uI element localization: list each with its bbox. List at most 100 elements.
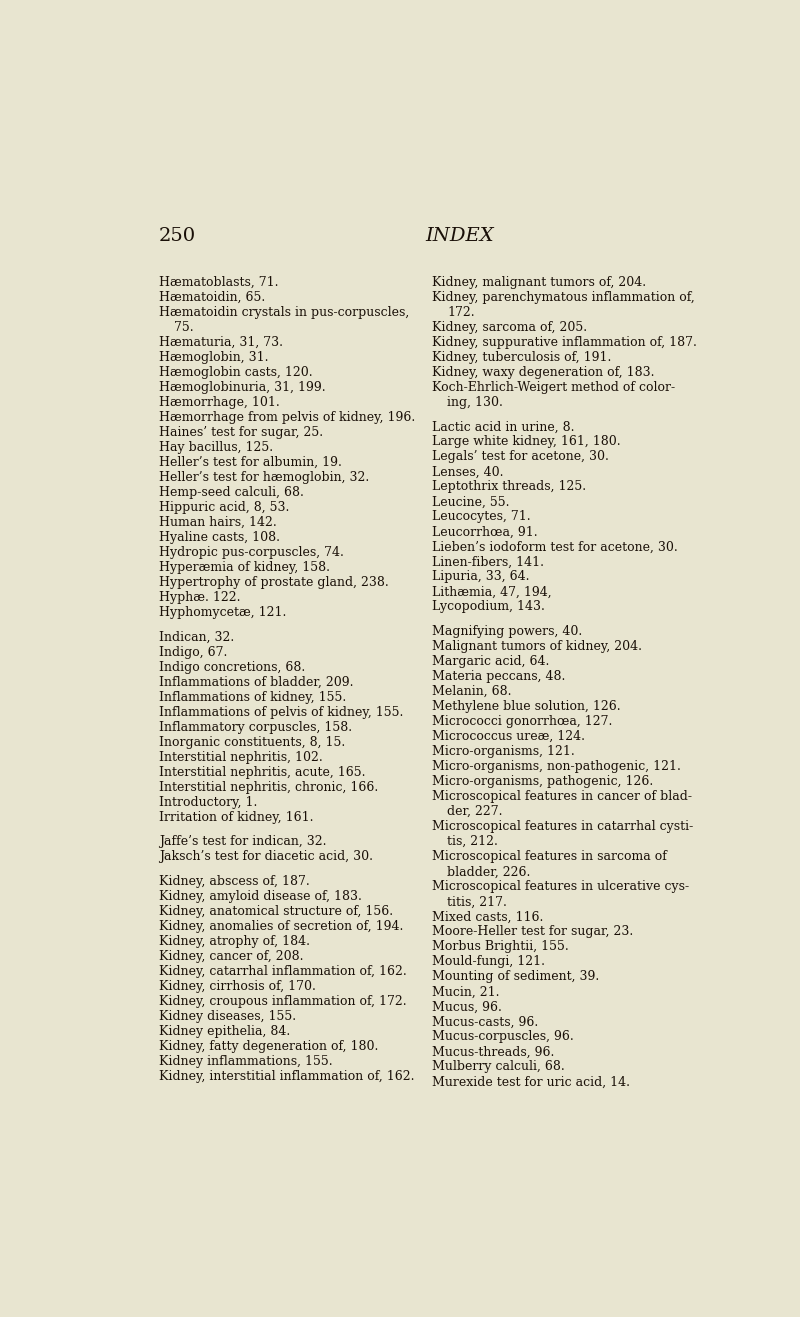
Text: Kidney, amyloid disease of, 183.: Kidney, amyloid disease of, 183.	[159, 890, 362, 903]
Text: Mucus, 96.: Mucus, 96.	[432, 1001, 502, 1013]
Text: Lithæmia, 47, 194,: Lithæmia, 47, 194,	[432, 586, 551, 598]
Text: Kidney, parenchymatous inflammation of,: Kidney, parenchymatous inflammation of,	[432, 291, 694, 304]
Text: der, 227.: der, 227.	[447, 805, 502, 818]
Text: Inflammations of bladder, 209.: Inflammations of bladder, 209.	[159, 676, 354, 689]
Text: Indigo concretions, 68.: Indigo concretions, 68.	[159, 661, 305, 673]
Text: Moore-Heller test for sugar, 23.: Moore-Heller test for sugar, 23.	[432, 926, 633, 938]
Text: Lieben’s iodoform test for acetone, 30.: Lieben’s iodoform test for acetone, 30.	[432, 540, 678, 553]
Text: Hæmoglobinuria, 31, 199.: Hæmoglobinuria, 31, 199.	[159, 381, 326, 394]
Text: Methylene blue solution, 126.: Methylene blue solution, 126.	[432, 701, 620, 714]
Text: Mucin, 21.: Mucin, 21.	[432, 985, 499, 998]
Text: Kidney, atrophy of, 184.: Kidney, atrophy of, 184.	[159, 935, 310, 948]
Text: Murexide test for uric acid, 14.: Murexide test for uric acid, 14.	[432, 1076, 630, 1088]
Text: Heller’s test for hæmoglobin, 32.: Heller’s test for hæmoglobin, 32.	[159, 470, 369, 483]
Text: Microscopical features in ulcerative cys-: Microscopical features in ulcerative cys…	[432, 880, 689, 893]
Text: Legals’ test for acetone, 30.: Legals’ test for acetone, 30.	[432, 450, 609, 464]
Text: Hemp-seed calculi, 68.: Hemp-seed calculi, 68.	[159, 486, 304, 499]
Text: Haines’ test for sugar, 25.: Haines’ test for sugar, 25.	[159, 425, 323, 439]
Text: Kidney, suppurative inflammation of, 187.: Kidney, suppurative inflammation of, 187…	[432, 336, 697, 349]
Text: Kidney, interstitial inflammation of, 162.: Kidney, interstitial inflammation of, 16…	[159, 1069, 414, 1083]
Text: Mucus-threads, 96.: Mucus-threads, 96.	[432, 1046, 554, 1059]
Text: Jaksch’s test for diacetic acid, 30.: Jaksch’s test for diacetic acid, 30.	[159, 851, 373, 863]
Text: Leucine, 55.: Leucine, 55.	[432, 495, 510, 508]
Text: Human hairs, 142.: Human hairs, 142.	[159, 516, 277, 529]
Text: bladder, 226.: bladder, 226.	[447, 865, 530, 878]
Text: Kidney, catarrhal inflammation of, 162.: Kidney, catarrhal inflammation of, 162.	[159, 965, 406, 979]
Text: Kidney diseases, 155.: Kidney diseases, 155.	[159, 1010, 296, 1023]
Text: Introductory, 1.: Introductory, 1.	[159, 795, 258, 809]
Text: Microscopical features in sarcoma of: Microscopical features in sarcoma of	[432, 851, 666, 863]
Text: Margaric acid, 64.: Margaric acid, 64.	[432, 655, 549, 668]
Text: Malignant tumors of kidney, 204.: Malignant tumors of kidney, 204.	[432, 640, 642, 653]
Text: Hyaline casts, 108.: Hyaline casts, 108.	[159, 531, 280, 544]
Text: Hypertrophy of prostate gland, 238.: Hypertrophy of prostate gland, 238.	[159, 576, 389, 589]
Text: Hyphomycetæ, 121.: Hyphomycetæ, 121.	[159, 606, 286, 619]
Text: Kidney, waxy degeneration of, 183.: Kidney, waxy degeneration of, 183.	[432, 366, 654, 379]
Text: Hæmatoidin crystals in pus-corpuscles,: Hæmatoidin crystals in pus-corpuscles,	[159, 306, 409, 319]
Text: Magnifying powers, 40.: Magnifying powers, 40.	[432, 626, 582, 639]
Text: Morbus Brightii, 155.: Morbus Brightii, 155.	[432, 940, 569, 954]
Text: Kidney, anatomical structure of, 156.: Kidney, anatomical structure of, 156.	[159, 905, 393, 918]
Text: Kidney, cancer of, 208.: Kidney, cancer of, 208.	[159, 950, 303, 963]
Text: Linen-fibers, 141.: Linen-fibers, 141.	[432, 556, 544, 569]
Text: Hæmorrhage, 101.: Hæmorrhage, 101.	[159, 395, 280, 408]
Text: Indigo, 67.: Indigo, 67.	[159, 645, 227, 658]
Text: Hæmaturia, 31, 73.: Hæmaturia, 31, 73.	[159, 336, 283, 349]
Text: Interstitial nephritis, acute, 165.: Interstitial nephritis, acute, 165.	[159, 765, 366, 778]
Text: INDEX: INDEX	[426, 228, 494, 245]
Text: Irritation of kidney, 161.: Irritation of kidney, 161.	[159, 810, 314, 823]
Text: Micrococcus ureæ, 124.: Micrococcus ureæ, 124.	[432, 730, 585, 743]
Text: Mixed casts, 116.: Mixed casts, 116.	[432, 910, 543, 923]
Text: tis, 212.: tis, 212.	[447, 835, 498, 848]
Text: Micro-organisms, non-pathogenic, 121.: Micro-organisms, non-pathogenic, 121.	[432, 760, 681, 773]
Text: Kidney, fatty degeneration of, 180.: Kidney, fatty degeneration of, 180.	[159, 1040, 378, 1054]
Text: Lenses, 40.: Lenses, 40.	[432, 465, 503, 478]
Text: Mould-fungi, 121.: Mould-fungi, 121.	[432, 955, 545, 968]
Text: Inflammatory corpuscles, 158.: Inflammatory corpuscles, 158.	[159, 720, 352, 734]
Text: Inflammations of pelvis of kidney, 155.: Inflammations of pelvis of kidney, 155.	[159, 706, 403, 719]
Text: Hay bacillus, 125.: Hay bacillus, 125.	[159, 441, 273, 454]
Text: Kidney, sarcoma of, 205.: Kidney, sarcoma of, 205.	[432, 321, 587, 333]
Text: Jaffe’s test for indican, 32.: Jaffe’s test for indican, 32.	[159, 835, 326, 848]
Text: Inflammations of kidney, 155.: Inflammations of kidney, 155.	[159, 690, 346, 703]
Text: Koch-Ehrlich-Weigert method of color-: Koch-Ehrlich-Weigert method of color-	[432, 381, 675, 394]
Text: Mulberry calculi, 68.: Mulberry calculi, 68.	[432, 1060, 565, 1073]
Text: Micro-organisms, 121.: Micro-organisms, 121.	[432, 745, 574, 759]
Text: Lipuria, 33, 64.: Lipuria, 33, 64.	[432, 570, 530, 583]
Text: Materia peccans, 48.: Materia peccans, 48.	[432, 670, 565, 684]
Text: Hippuric acid, 8, 53.: Hippuric acid, 8, 53.	[159, 500, 290, 514]
Text: Interstitial nephritis, 102.: Interstitial nephritis, 102.	[159, 751, 322, 764]
Text: Leptothrix threads, 125.: Leptothrix threads, 125.	[432, 481, 586, 494]
Text: Mucus-corpuscles, 96.: Mucus-corpuscles, 96.	[432, 1030, 574, 1043]
Text: 250: 250	[159, 228, 196, 245]
Text: Kidney, anomalies of secretion of, 194.: Kidney, anomalies of secretion of, 194.	[159, 921, 403, 932]
Text: Indican, 32.: Indican, 32.	[159, 631, 234, 644]
Text: Large white kidney, 161, 180.: Large white kidney, 161, 180.	[432, 436, 620, 448]
Text: Hæmatoidin, 65.: Hæmatoidin, 65.	[159, 291, 265, 304]
Text: Hæmoglobin, 31.: Hæmoglobin, 31.	[159, 350, 268, 363]
Text: Kidney epithelia, 84.: Kidney epithelia, 84.	[159, 1025, 290, 1038]
Text: Interstitial nephritis, chronic, 166.: Interstitial nephritis, chronic, 166.	[159, 781, 378, 794]
Text: 75.: 75.	[174, 321, 194, 333]
Text: Microscopical features in cancer of blad-: Microscopical features in cancer of blad…	[432, 790, 692, 803]
Text: Hæmorrhage from pelvis of kidney, 196.: Hæmorrhage from pelvis of kidney, 196.	[159, 411, 415, 424]
Text: Hydropic pus-corpuscles, 74.: Hydropic pus-corpuscles, 74.	[159, 545, 344, 558]
Text: Microscopical features in catarrhal cysti-: Microscopical features in catarrhal cyst…	[432, 820, 693, 834]
Text: titis, 217.: titis, 217.	[447, 896, 507, 909]
Text: Inorganic constituents, 8, 15.: Inorganic constituents, 8, 15.	[159, 736, 345, 748]
Text: Mounting of sediment, 39.: Mounting of sediment, 39.	[432, 971, 599, 984]
Text: Leucocytes, 71.: Leucocytes, 71.	[432, 511, 530, 523]
Text: Kidney, abscess of, 187.: Kidney, abscess of, 187.	[159, 874, 310, 888]
Text: Melanin, 68.: Melanin, 68.	[432, 685, 511, 698]
Text: Hyphæ. 122.: Hyphæ. 122.	[159, 591, 240, 605]
Text: ing, 130.: ing, 130.	[447, 395, 503, 408]
Text: Leucorrhœa, 91.: Leucorrhœa, 91.	[432, 525, 538, 539]
Text: Kidney, malignant tumors of, 204.: Kidney, malignant tumors of, 204.	[432, 275, 646, 288]
Text: Hyperæmia of kidney, 158.: Hyperæmia of kidney, 158.	[159, 561, 330, 574]
Text: Heller’s test for albumin, 19.: Heller’s test for albumin, 19.	[159, 456, 342, 469]
Text: 172.: 172.	[447, 306, 475, 319]
Text: Kidney, croupous inflammation of, 172.: Kidney, croupous inflammation of, 172.	[159, 994, 406, 1008]
Text: Micrococci gonorrhœa, 127.: Micrococci gonorrhœa, 127.	[432, 715, 612, 728]
Text: Kidney inflammations, 155.: Kidney inflammations, 155.	[159, 1055, 333, 1068]
Text: Kidney, cirrhosis of, 170.: Kidney, cirrhosis of, 170.	[159, 980, 316, 993]
